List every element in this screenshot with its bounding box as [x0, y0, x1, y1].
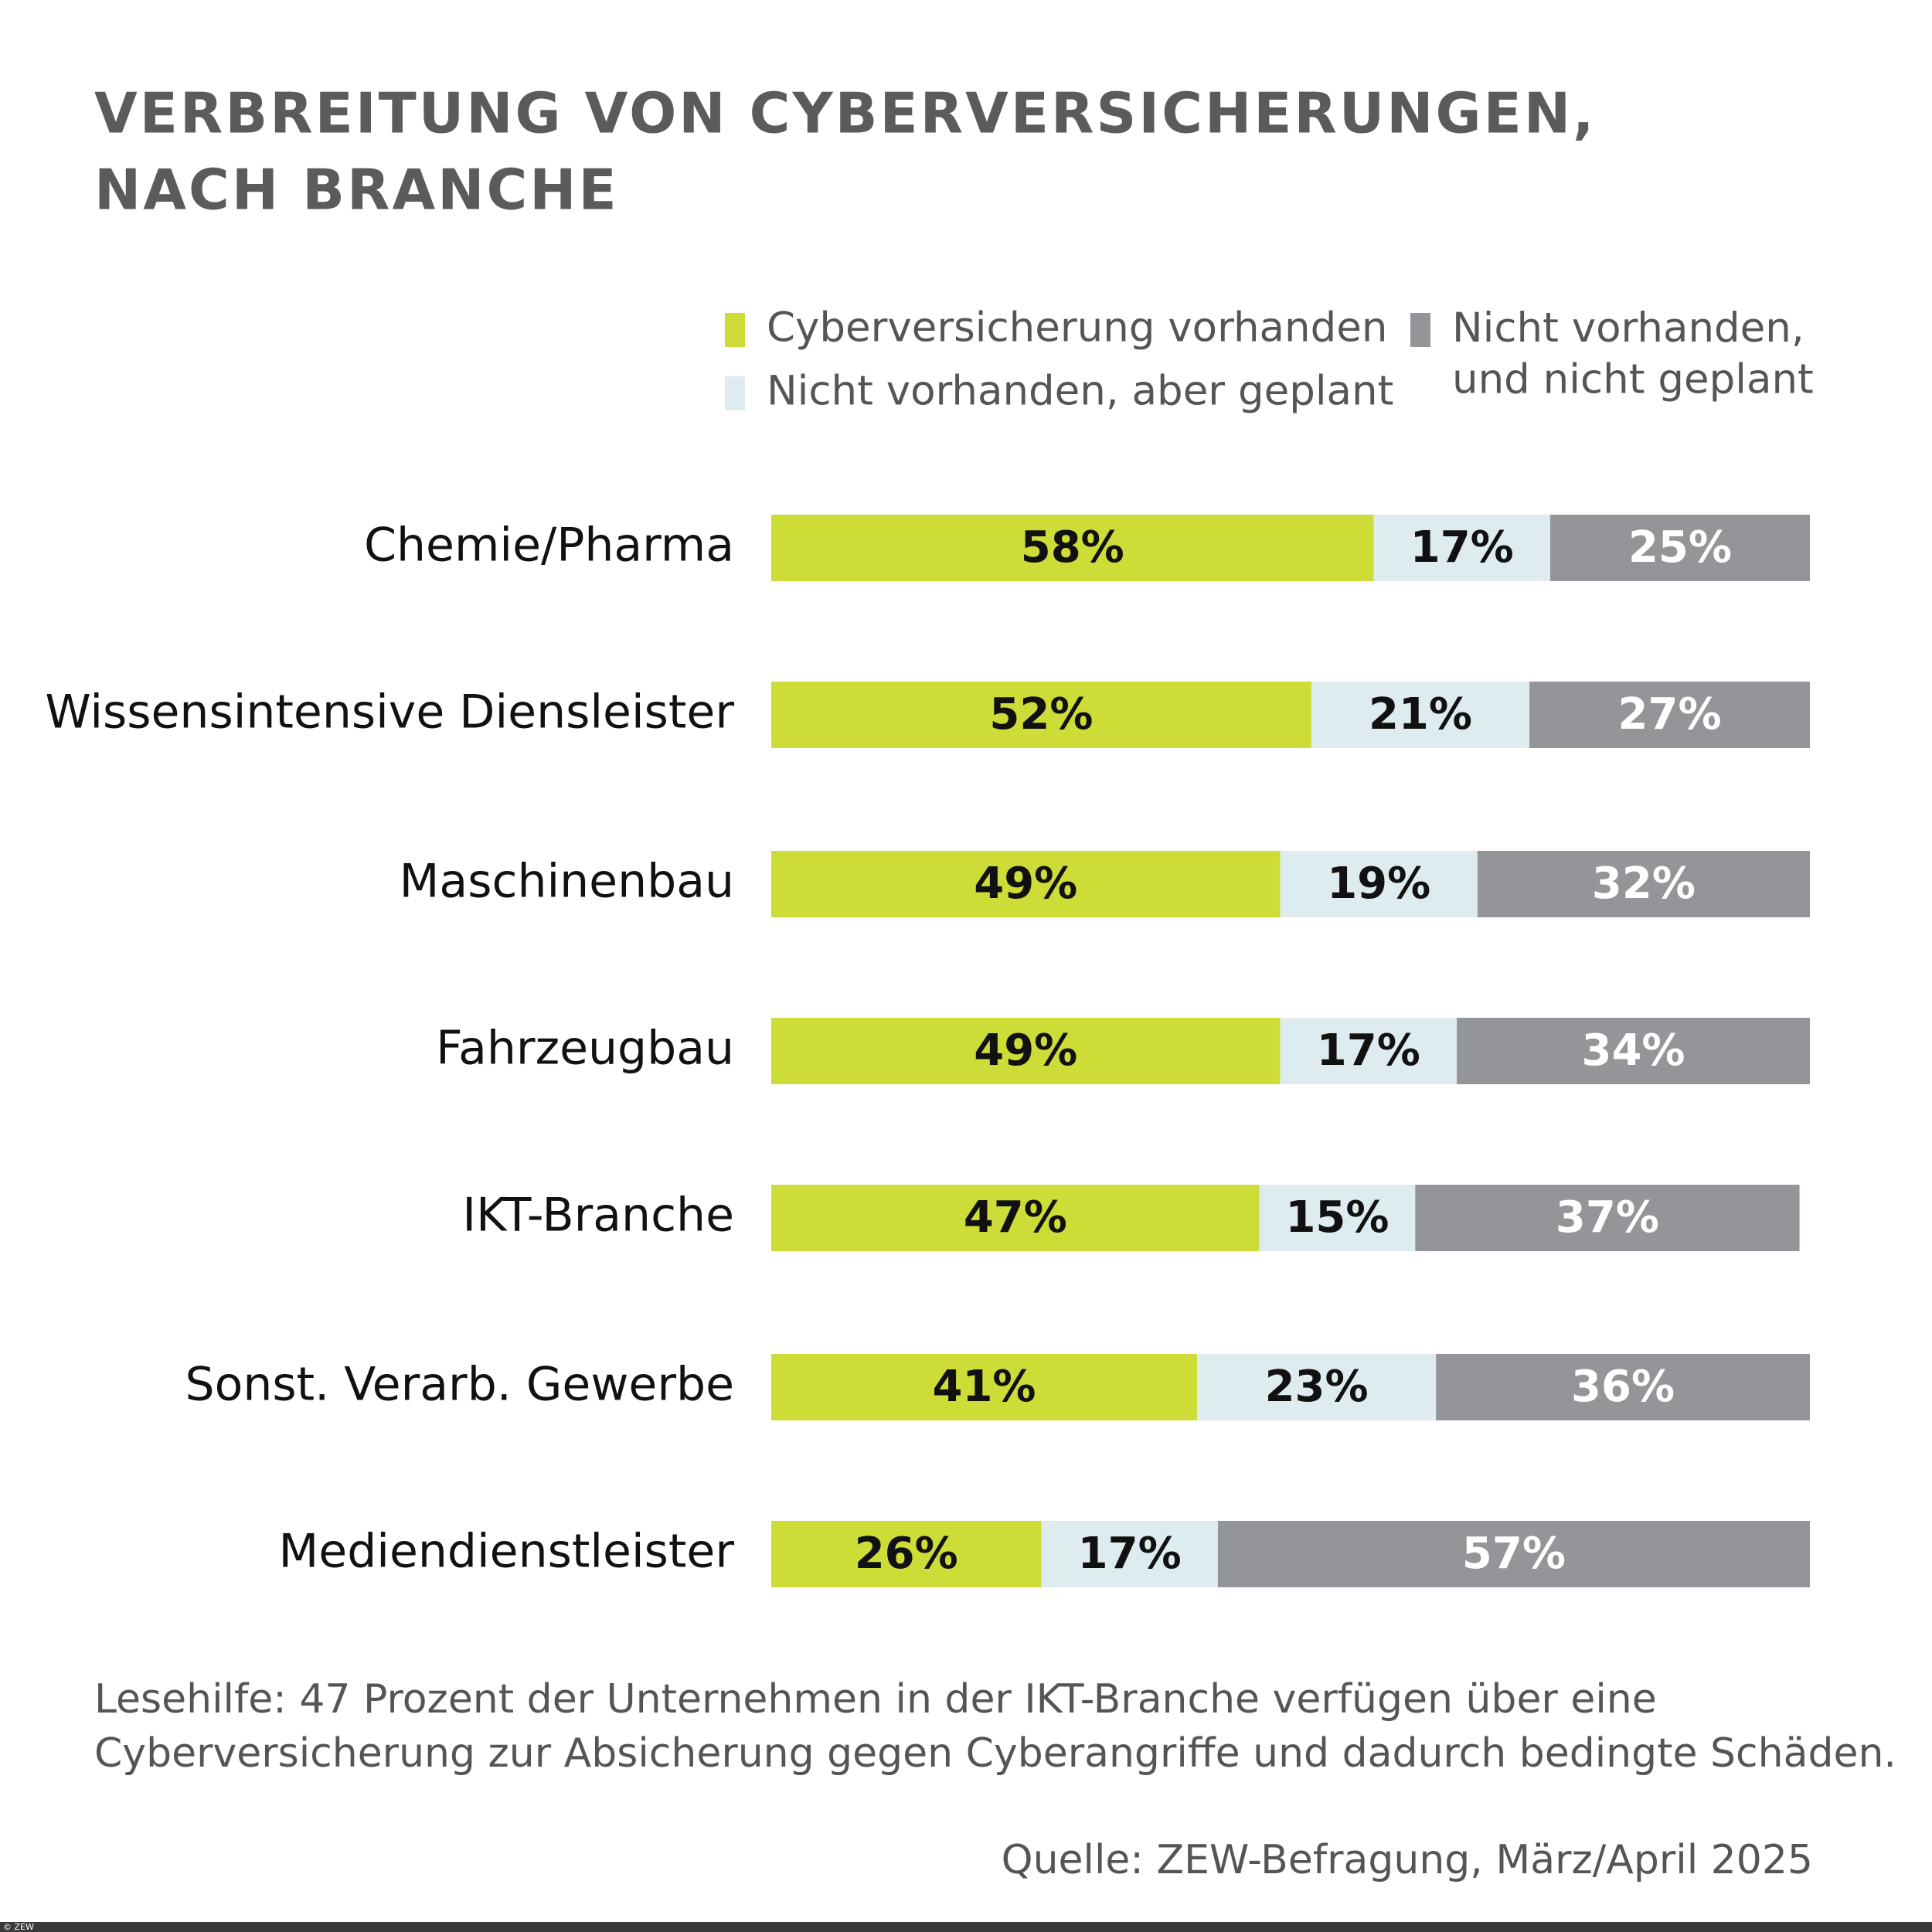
- legend-swatch: [1410, 313, 1430, 347]
- note: Cyberversicherung zur Absicherung gegen …: [94, 1730, 1896, 1777]
- value-label: 19%: [1327, 859, 1430, 909]
- bar-segment: [771, 1521, 1042, 1587]
- category-label: Chemie/Pharma: [364, 519, 734, 573]
- bar-segment: [771, 515, 1374, 581]
- note: Lesehilfe: 47 Prozent der Unternehmen in…: [94, 1676, 1657, 1723]
- value-label: 17%: [1410, 522, 1514, 573]
- chart-title: NACH BRANCHE: [94, 158, 619, 223]
- value-label: 36%: [1571, 1362, 1675, 1412]
- bar-segment: [1041, 1521, 1218, 1587]
- bar-segment: [1477, 851, 1810, 917]
- footer-strip: [0, 1922, 1932, 1932]
- bar-segment: [1280, 851, 1478, 917]
- bar-segment: [771, 1185, 1260, 1251]
- legend-swatch: [725, 313, 745, 347]
- bar-segment: [1217, 1521, 1810, 1587]
- bar-segment: [771, 1354, 1198, 1420]
- source: Quelle: ZEW-Befragung, März/April 2025: [1002, 1837, 1813, 1883]
- value-label: 58%: [1021, 522, 1124, 573]
- category-label: Maschinenbau: [400, 855, 734, 909]
- category-label: Fahrzeugbau: [436, 1022, 734, 1076]
- bar-segment: [1436, 1354, 1810, 1420]
- value-label: 15%: [1285, 1192, 1389, 1243]
- value-label: 23%: [1265, 1362, 1369, 1412]
- bar-segment: [1259, 1185, 1416, 1251]
- value-label: 37%: [1556, 1192, 1659, 1243]
- chart-title: VERBREITUNG VON CYBERVERSICHERUNGEN,: [94, 81, 1596, 146]
- bar-segment: [771, 1018, 1281, 1084]
- bar-segment: [1311, 682, 1530, 748]
- value-label: 52%: [989, 689, 1093, 740]
- bar-segment: [1373, 515, 1550, 581]
- bar-segment: [1457, 1018, 1810, 1084]
- value-label: 41%: [932, 1362, 1036, 1412]
- value-label: 32%: [1592, 859, 1696, 909]
- value-label: 57%: [1462, 1529, 1566, 1579]
- value-label: 26%: [855, 1529, 958, 1579]
- value-label: 47%: [964, 1192, 1067, 1243]
- legend-swatch: [725, 376, 745, 410]
- value-label: 25%: [1628, 522, 1732, 573]
- category-label: IKT-Branche: [462, 1189, 734, 1243]
- value-label: 17%: [1317, 1026, 1420, 1076]
- bar-segment: [1529, 682, 1810, 748]
- legend-label: Cyberversicherung vorhanden: [767, 304, 1387, 352]
- legend-label: Nicht vorhanden, und nicht geplant: [1452, 304, 1814, 403]
- value-label: 49%: [974, 859, 1077, 909]
- value-label: 34%: [1581, 1026, 1685, 1076]
- value-label: 17%: [1078, 1529, 1182, 1579]
- bar-segment: [1550, 515, 1810, 581]
- bar-segment: [771, 682, 1311, 748]
- bar-segment: [1280, 1018, 1458, 1084]
- bar-segment: [1415, 1185, 1800, 1251]
- value-label: 27%: [1618, 689, 1722, 740]
- category-label: Mediendienstleister: [279, 1525, 735, 1579]
- category-label: Sonst. Verarb. Gewerbe: [185, 1358, 734, 1412]
- value-label: 49%: [974, 1026, 1077, 1076]
- category-label: Wissensintensive Diensleister: [45, 685, 734, 740]
- copyright: © ZEW: [3, 1922, 34, 1932]
- bar-segment: [771, 851, 1281, 917]
- bar-segment: [1197, 1354, 1437, 1420]
- legend-label: Nicht vorhanden, aber geplant: [767, 368, 1393, 415]
- value-label: 21%: [1369, 689, 1472, 740]
